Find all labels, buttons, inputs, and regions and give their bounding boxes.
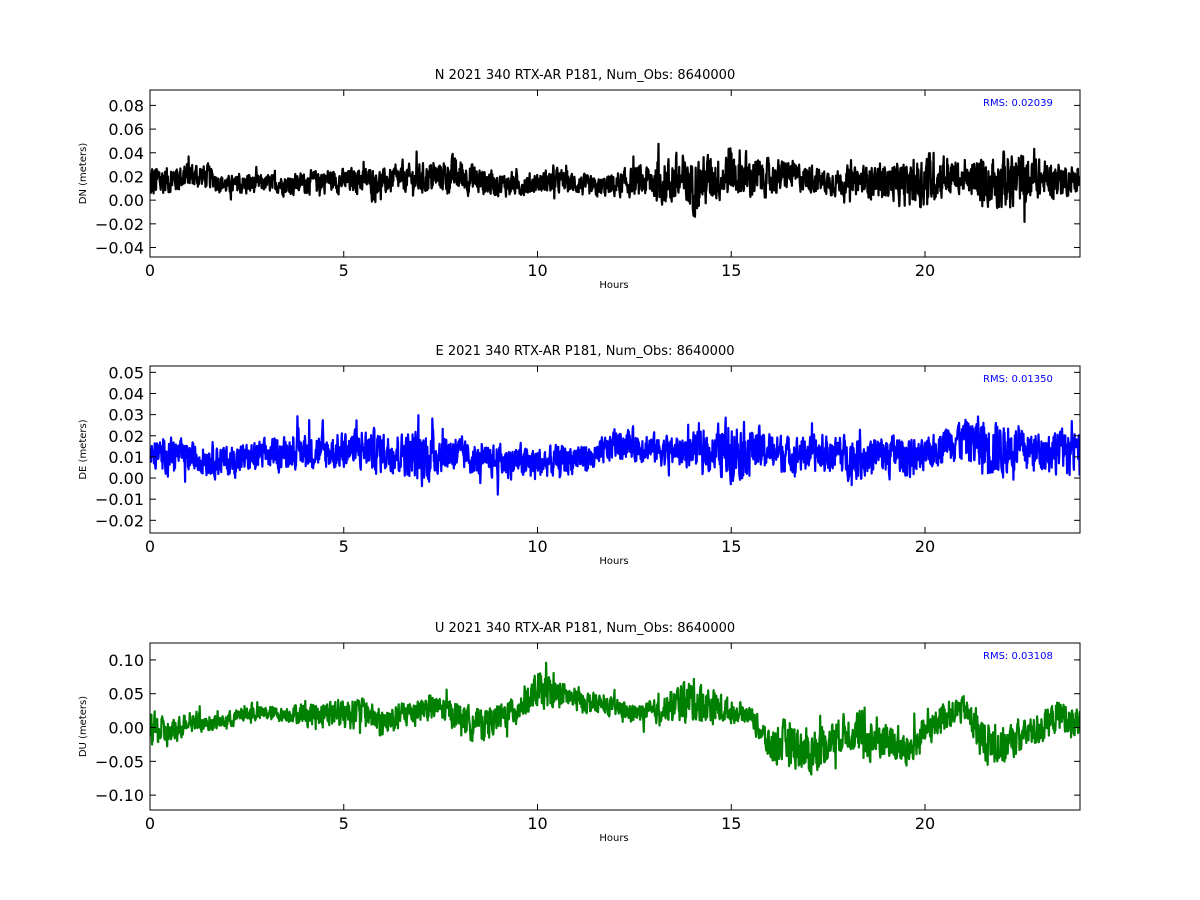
y-tick-label: 0.10 xyxy=(108,651,144,670)
y-tick-label: −0.02 xyxy=(95,215,144,234)
series-line xyxy=(150,414,1080,496)
y-tick-label: 0.06 xyxy=(108,120,144,139)
x-tick-label: 15 xyxy=(721,537,741,556)
x-axis-label: Hours xyxy=(599,280,628,291)
x-tick-label: 10 xyxy=(527,537,547,556)
y-tick-label: −0.10 xyxy=(95,786,144,805)
y-tick-label: 0.03 xyxy=(108,406,144,425)
subplot-3: 0 5 10 15 20 −0.10 −0.05 0.00 0.05 0.10 U 2021 340… xyxy=(78,621,1081,844)
axes-frame xyxy=(149,89,1081,258)
subplot-2: 0 5 10 15 20 −0.02 −0.01 0.00 0.01 0.02 0.03 0.04 0.… xyxy=(78,344,1081,567)
subplot-title: E 2021 340 RTX-AR P181, Num_Obs: 8640000 xyxy=(436,344,735,359)
y-tick-label: −0.02 xyxy=(95,511,144,530)
x-tick-label: 0 xyxy=(145,814,155,833)
y-tick-label: 0.00 xyxy=(108,719,144,738)
x-tick-label: 20 xyxy=(915,814,935,833)
subplot-title: N 2021 340 RTX-AR P181, Num_Obs: 8640000 xyxy=(435,68,735,83)
x-tick-label: 10 xyxy=(527,261,547,280)
y-tick-label: 0.04 xyxy=(108,144,144,163)
subplot-title: U 2021 340 RTX-AR P181, Num_Obs: 8640000 xyxy=(435,621,735,636)
y-tick-label: 0.02 xyxy=(108,167,144,186)
y-axis-label: DE (meters) xyxy=(78,419,89,479)
x-tick-label: 20 xyxy=(915,537,935,556)
y-tick-label: 0.00 xyxy=(108,191,144,210)
subplot-1: 0 5 10 15 20 −0.04 −0.02 0.00 0.02 0.04 0.06 0.08 N … xyxy=(78,68,1081,291)
x-tick-label: 15 xyxy=(721,261,741,280)
x-tick-label: 5 xyxy=(339,814,349,833)
series-line xyxy=(150,142,1080,223)
y-tick-label: 0.00 xyxy=(108,469,144,488)
rms-annotation: RMS: 0.01350 xyxy=(983,374,1053,385)
y-tick-label: 0.04 xyxy=(108,384,144,403)
y-tick-label: 0.01 xyxy=(108,448,144,467)
x-tick-label: 10 xyxy=(527,814,547,833)
x-tick-label: 5 xyxy=(339,537,349,556)
axes-frame xyxy=(149,642,1081,811)
rms-annotation: RMS: 0.03108 xyxy=(983,651,1053,662)
x-tick-label: 20 xyxy=(915,261,935,280)
y-tick-label: 0.08 xyxy=(108,96,144,115)
y-tick-label: 0.05 xyxy=(108,685,144,704)
y-tick-label: 0.02 xyxy=(108,427,144,446)
axes-frame xyxy=(149,365,1081,534)
y-tick-label: −0.01 xyxy=(95,490,144,509)
x-axis-label: Hours xyxy=(599,833,628,844)
y-tick-label: 0.05 xyxy=(108,363,144,382)
x-axis-label: Hours xyxy=(599,556,628,567)
rms-annotation: RMS: 0.02039 xyxy=(983,98,1053,109)
x-tick-label: 5 xyxy=(339,261,349,280)
series-line xyxy=(150,661,1080,776)
x-tick-label: 0 xyxy=(145,537,155,556)
y-tick-label: −0.05 xyxy=(95,752,144,771)
x-tick-label: 15 xyxy=(721,814,741,833)
y-tick-label: −0.04 xyxy=(95,239,144,258)
x-tick-label: 0 xyxy=(145,261,155,280)
y-axis-label: DU (meters) xyxy=(78,696,89,757)
y-axis-label: DN (meters) xyxy=(78,143,89,205)
